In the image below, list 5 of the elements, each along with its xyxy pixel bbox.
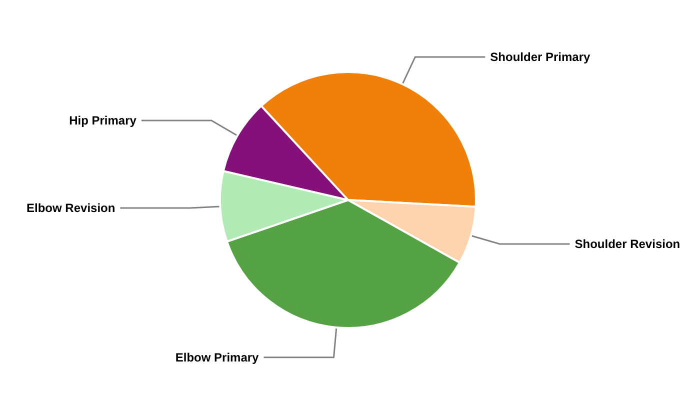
slice-label: Shoulder Primary <box>490 50 591 64</box>
slice-label: Hip Primary <box>69 114 137 128</box>
slice-label: Shoulder Revision <box>574 236 680 251</box>
slice-label: Elbow Primary <box>175 350 260 364</box>
slice-label: Elbow Revision <box>26 201 116 216</box>
